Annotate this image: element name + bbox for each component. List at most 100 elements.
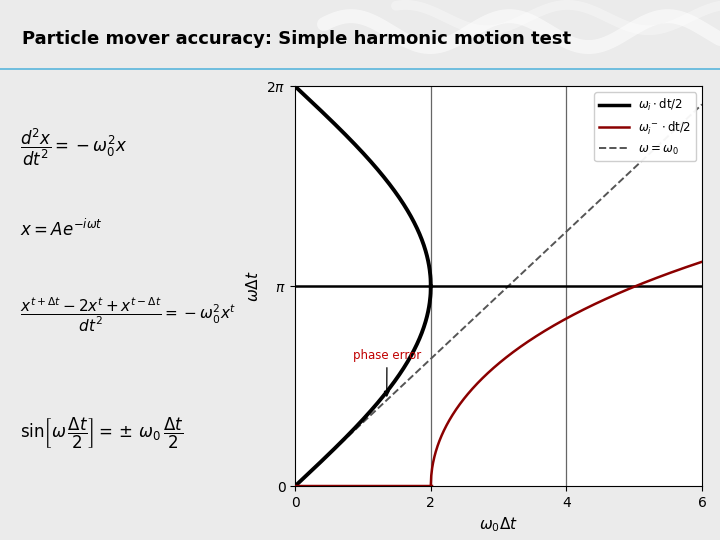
- Bar: [0, 69, 720, 70]
- Bar: [0, 69, 720, 70]
- Bar: [0, 69, 720, 70]
- $\omega_i\cdot$dt/2: [371, 163, 379, 170]
- Bar: [0, 69, 720, 70]
- $\omega_i^-\cdot$dt/2: [474, 379, 483, 385]
- Bar: [0, 69, 720, 70]
- Bar: [0, 69, 720, 70]
- Bar: [0, 69, 720, 70]
- Bar: [0, 69, 720, 70]
- Bar: [0, 69, 720, 70]
- Bar: [0, 69, 720, 70]
- $\omega_i\cdot$dt/2: [393, 192, 402, 198]
- Bar: [0, 69, 720, 70]
- Bar: [0, 69, 720, 70]
- Bar: [0, 69, 720, 70]
- Bar: [0, 69, 720, 70]
- $\omega = \omega_0$: [291, 483, 300, 489]
- X-axis label: $\omega_0\Delta t$: $\omega_0\Delta t$: [479, 515, 518, 534]
- Bar: [0, 69, 720, 70]
- Bar: [0, 69, 720, 70]
- $\omega = \omega_0$: [307, 468, 316, 474]
- Bar: [0, 69, 720, 70]
- Bar: [0, 69, 720, 70]
- Bar: [0, 69, 720, 70]
- Bar: [0, 69, 720, 70]
- Text: Particle mover accuracy: Simple harmonic motion test: Particle mover accuracy: Simple harmonic…: [22, 30, 571, 48]
- $\omega = \omega_0$: [366, 412, 375, 418]
- Bar: [0, 69, 720, 70]
- Bar: [0, 69, 720, 70]
- Bar: [0, 69, 720, 70]
- Bar: [0, 69, 720, 70]
- Bar: [0, 69, 720, 70]
- Bar: [0, 69, 720, 70]
- $\omega_i^-\cdot$dt/2: [631, 283, 639, 289]
- Bar: [0, 69, 720, 70]
- Bar: [0, 69, 720, 70]
- Bar: [0, 69, 720, 70]
- Bar: [0, 69, 720, 70]
- Bar: [0, 69, 720, 70]
- Bar: [0, 69, 720, 70]
- Bar: [0, 69, 720, 70]
- $\omega_i^-\cdot$dt/2: [549, 322, 558, 329]
- Bar: [0, 69, 720, 70]
- Bar: [0, 69, 720, 70]
- Bar: [0, 69, 720, 70]
- Bar: [0, 69, 720, 70]
- $\omega = \omega_0$: [698, 101, 706, 107]
- Bar: [0, 69, 720, 70]
- Bar: [0, 69, 720, 70]
- Bar: [0, 69, 720, 70]
- $\omega_i^-\cdot$dt/2: [496, 359, 505, 365]
- Bar: [0, 69, 720, 70]
- Bar: [0, 69, 720, 70]
- Bar: [0, 69, 720, 70]
- Y-axis label: $\omega\Delta t$: $\omega\Delta t$: [245, 271, 261, 302]
- Bar: [0, 69, 720, 70]
- Bar: [0, 69, 720, 70]
- Bar: [0, 69, 720, 70]
- Bar: [0, 69, 720, 70]
- Bar: [0, 69, 720, 70]
- $\omega = \omega_0$: [315, 460, 324, 466]
- Text: $x = Ae^{-i\omega t}$: $x = Ae^{-i\omega t}$: [20, 218, 103, 240]
- Bar: [0, 69, 720, 70]
- Bar: [0, 69, 720, 70]
- Bar: [0, 69, 720, 70]
- $\omega_i^-\cdot$dt/2: [698, 259, 706, 265]
- Bar: [0, 69, 720, 70]
- $\omega = \omega_0$: [399, 381, 408, 388]
- Bar: [0, 69, 720, 70]
- Bar: [0, 69, 720, 70]
- Bar: [0, 69, 720, 70]
- Bar: [0, 69, 720, 70]
- Bar: [0, 69, 720, 70]
- Bar: [0, 69, 720, 70]
- Bar: [0, 69, 720, 70]
- $\omega_i\cdot$dt/2: [426, 283, 435, 289]
- Bar: [0, 69, 720, 70]
- $\omega_i^-\cdot$dt/2: [608, 293, 616, 300]
- Text: $\dfrac{x^{t+\Delta t} - 2x^t + x^{t-\Delta t}}{dt^2} = -\omega_0^2 x^t$: $\dfrac{x^{t+\Delta t} - 2x^t + x^{t-\De…: [20, 296, 237, 334]
- Bar: [0, 69, 720, 70]
- Bar: [0, 69, 720, 70]
- Bar: [0, 69, 720, 70]
- Bar: [0, 69, 720, 70]
- $\omega_i^-\cdot$dt/2: [586, 303, 595, 309]
- Bar: [0, 69, 720, 70]
- $\omega_i\cdot$dt/2: [352, 143, 361, 150]
- $\omega_i\cdot$dt/2: [315, 106, 323, 112]
- $\omega_i^-\cdot$dt/2: [426, 483, 435, 489]
- Bar: [0, 69, 720, 70]
- $\omega_i\cdot$dt/2: [382, 176, 390, 183]
- $\omega_i\cdot$dt/2: [291, 83, 300, 90]
- Bar: [0, 69, 720, 70]
- Bar: [0, 69, 720, 70]
- Bar: [0, 69, 720, 70]
- Bar: [0, 69, 720, 70]
- Line: $\omega = \omega_0$: $\omega = \omega_0$: [295, 104, 702, 486]
- Bar: [0, 69, 720, 70]
- Bar: [0, 69, 720, 70]
- Bar: [0, 69, 720, 70]
